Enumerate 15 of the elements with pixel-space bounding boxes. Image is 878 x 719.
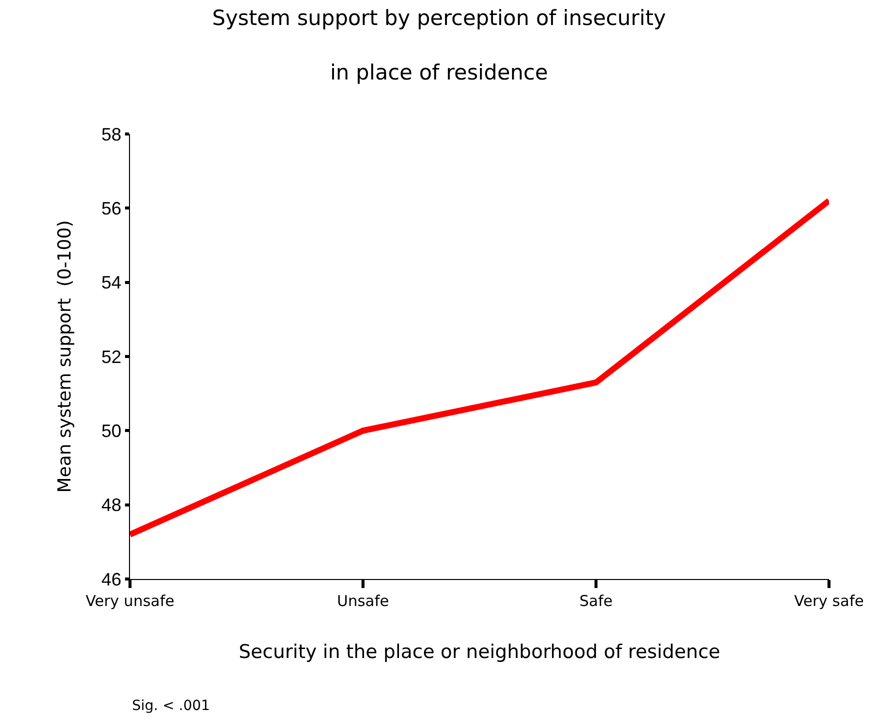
y-tick-label: 56 (101, 198, 122, 218)
y-axis-title: Mean system support (0-100) (54, 220, 76, 493)
y-tick-label: 48 (101, 495, 122, 516)
y-tick-label: 54 (101, 272, 122, 293)
x-tick-label: Very unsafe (86, 592, 174, 610)
y-tick-label: 58 (101, 124, 122, 144)
x-tick-label: Very safe (794, 592, 864, 610)
x-tick-label: Safe (579, 592, 613, 610)
y-tick-label: 52 (101, 346, 122, 367)
chart-title: System support by perception of insecurity in place of residence (212, 6, 666, 85)
y-tick-label: 46 (101, 569, 122, 590)
x-axis-title: Security in the place or neighborhood of residence (238, 640, 720, 663)
text: Sig. < .001 (132, 698, 210, 714)
y-tick-label: 50 (101, 420, 122, 441)
x-tick-label: Unsafe (336, 592, 390, 610)
